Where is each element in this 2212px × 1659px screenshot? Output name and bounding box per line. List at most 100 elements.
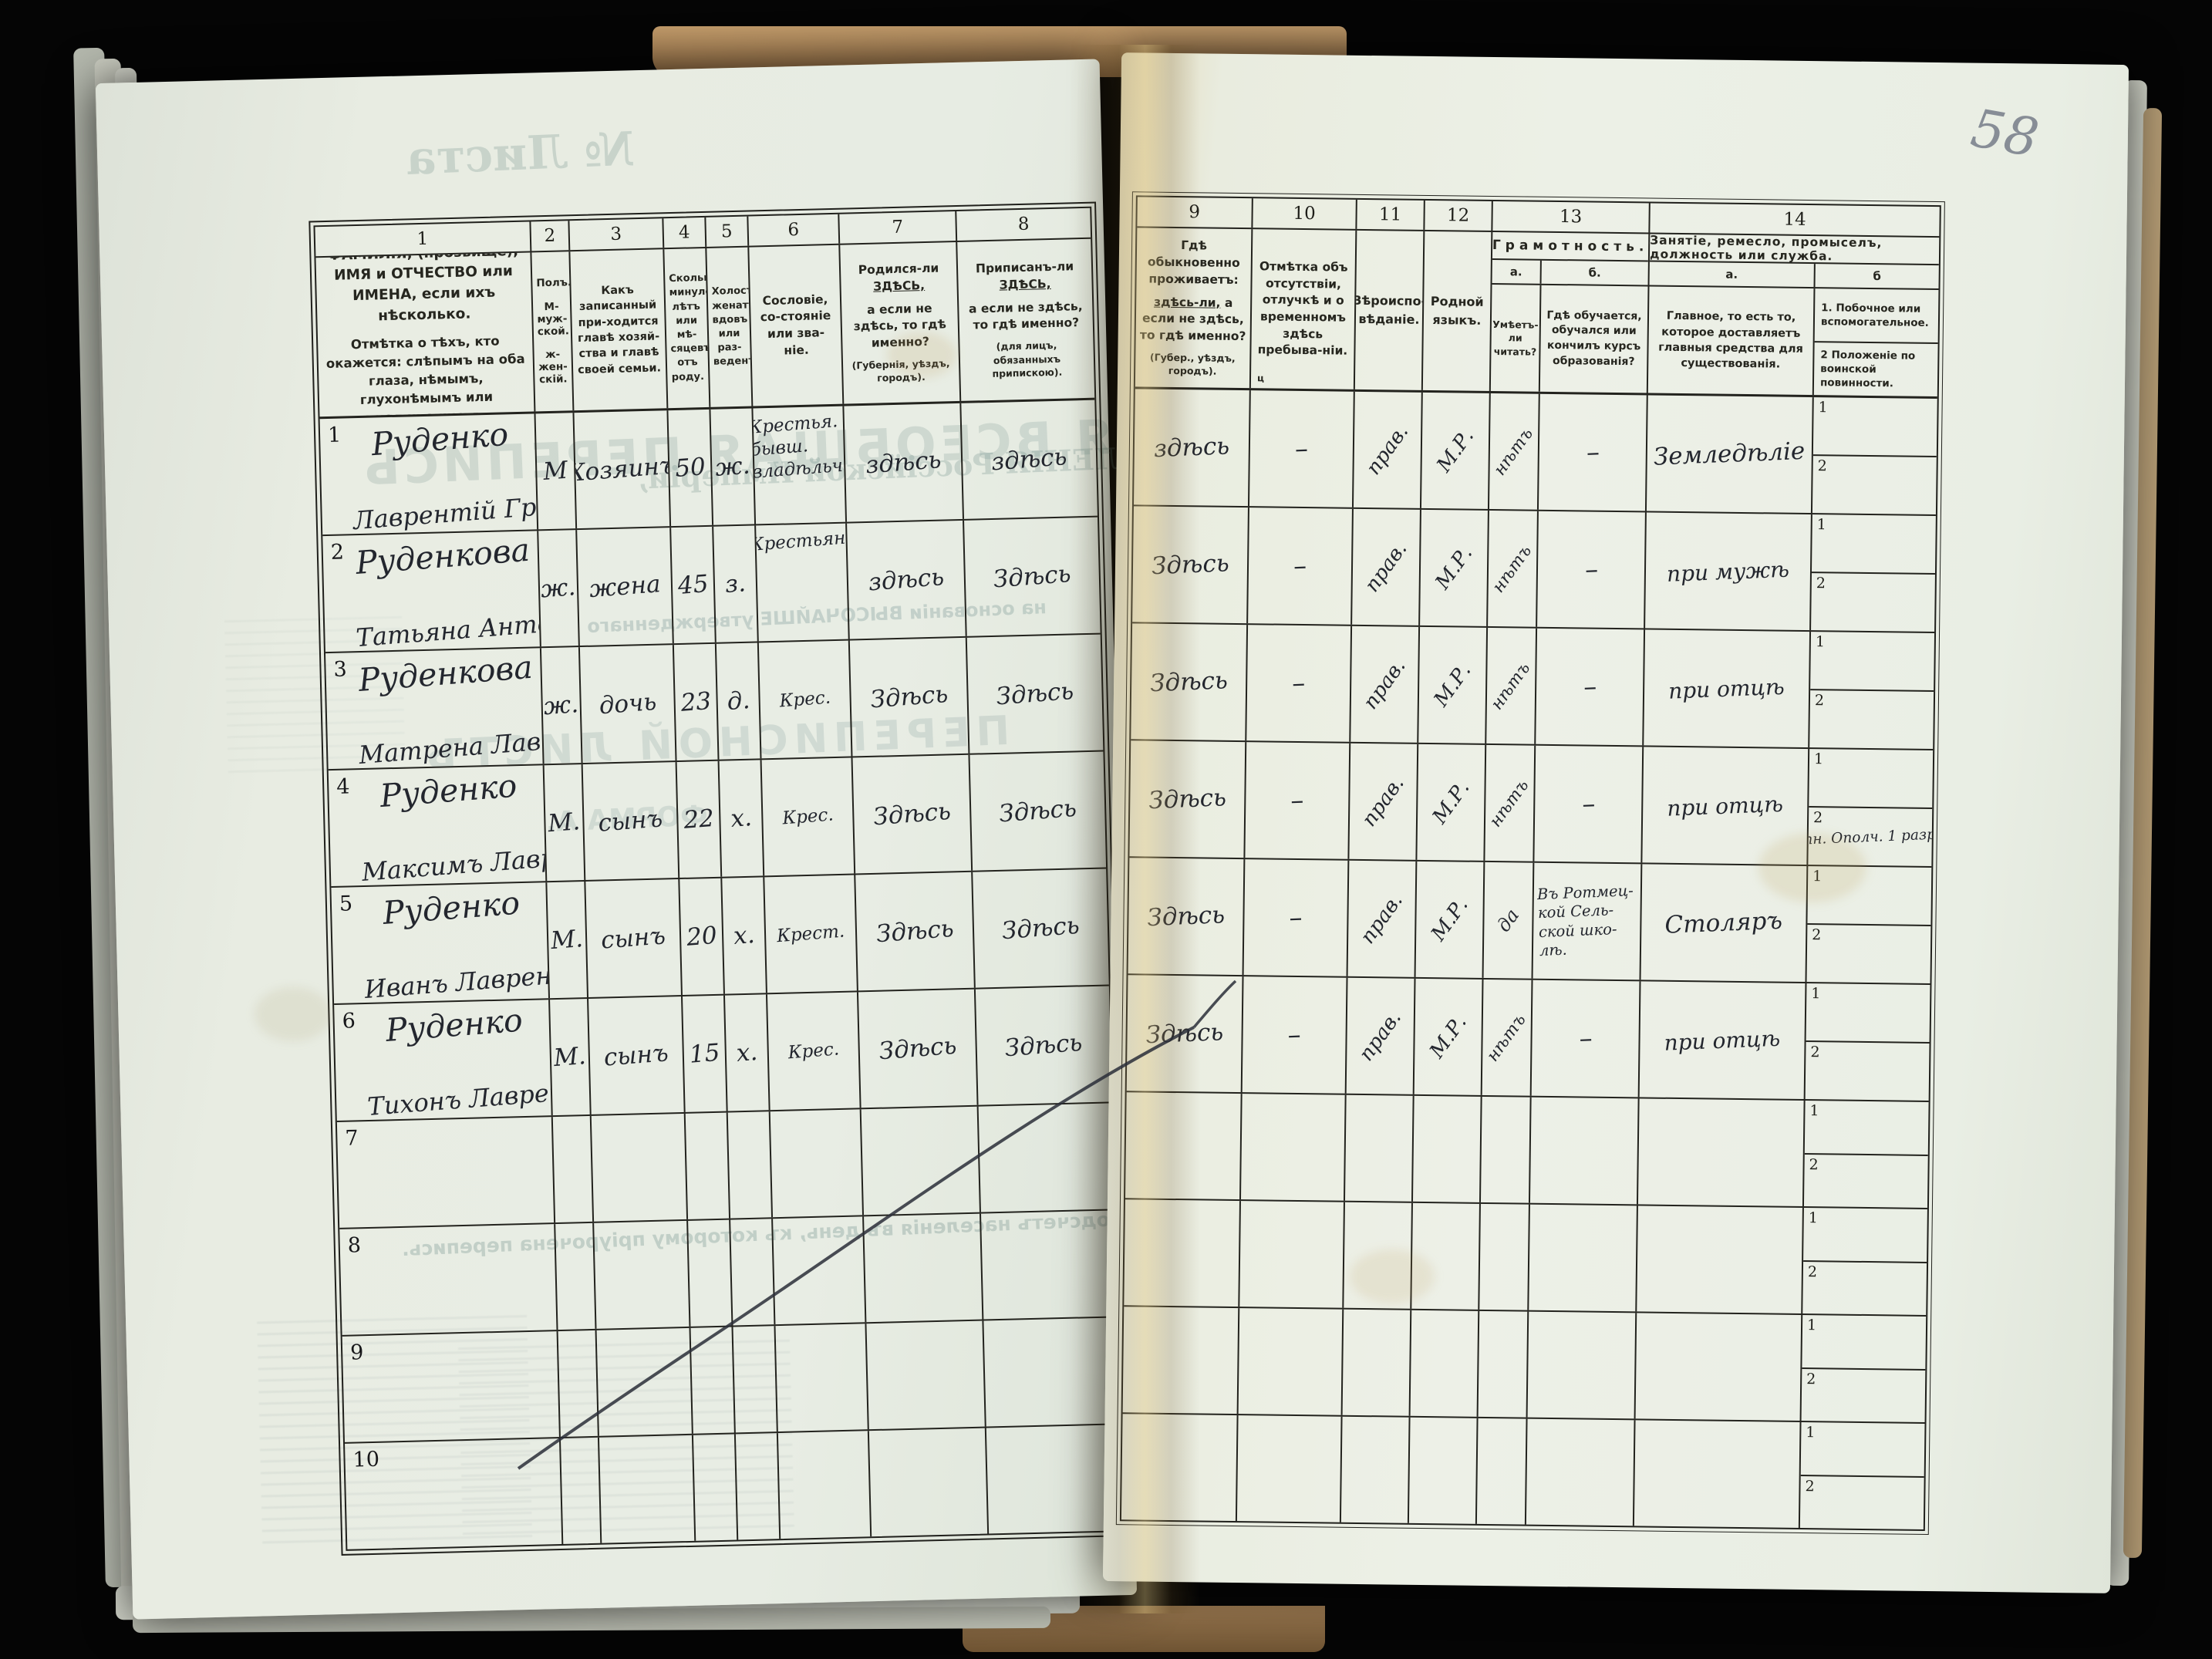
col-number: 2 <box>531 221 571 251</box>
census-table-left: 1 2 3 4 5 6 7 8 ФАМИЛІЯ, (прозвище), ИМЯ… <box>309 201 1129 1556</box>
header-marital-column: Холостъ, женатъ, вдовъ или раз-веденъ. <box>706 247 754 407</box>
occupation-main: при мужѣ <box>1666 556 1790 587</box>
residence: Здѣсь <box>1151 549 1230 581</box>
census-row: 5 Руденко Иванъ Лаврентіевъ М. сынъ 20 х. … <box>331 868 1109 1006</box>
row-number: 2 <box>330 540 345 565</box>
marital-status: х. <box>729 804 753 834</box>
residence: Здѣсь <box>1149 666 1229 698</box>
col-number: 7 <box>839 211 958 244</box>
census-table-right: 9 10 11 12 13 14 Гдѣ обыкновенно прожива… <box>1115 191 1945 1536</box>
col-number: 11 <box>1357 199 1425 230</box>
absence-mark: – <box>1290 784 1305 817</box>
sex: М <box>542 456 569 486</box>
absence-mark: – <box>1286 1019 1302 1051</box>
header-language-column: Родной языкъ. <box>1422 231 1493 391</box>
estate: Крест. <box>776 921 845 946</box>
header-residence-column: Гдѣ обыкновенно проживаетъ: здѣсь-ли, а … <box>1135 228 1253 389</box>
residence: здѣсь <box>1153 432 1230 464</box>
census-row: Здѣсь – прав. М.Р. нѣтъ – при отцѣ 1 2 ра… <box>1129 740 1934 868</box>
census-row-empty: 7 <box>336 1103 1114 1229</box>
registration: Здѣсь <box>1003 1028 1084 1063</box>
native-language: М.Р. <box>1426 893 1473 946</box>
col-number: 1 <box>315 221 532 257</box>
religion: прав. <box>1356 889 1408 949</box>
surname: Руденко <box>384 1001 524 1049</box>
bleedthrough-sheet-no: № Листа <box>404 122 636 186</box>
literacy: да <box>1492 905 1524 936</box>
school: – <box>1583 554 1599 585</box>
marital-status: х. <box>732 920 756 950</box>
row-number: 5 <box>339 892 353 916</box>
native-language: М.Р. <box>1429 659 1476 711</box>
registration: Здѣсь <box>1000 911 1081 946</box>
registration: здѣсь <box>990 443 1068 477</box>
marital-status: х. <box>735 1037 759 1067</box>
census-row: Здѣсь – прав. М.Р. да Въ Ротмец-кой Сель… <box>1128 858 1932 985</box>
census-row: 2 Руденкова Татьяна Антонов. ж. жена 45 з.… <box>322 517 1101 654</box>
row-number: 6 <box>342 1009 356 1034</box>
birthplace: здѣсь <box>864 446 942 480</box>
header-row: ФАМИЛІЯ, (прозвище), ИМЯ и ОТЧЕСТВО или … <box>315 238 1095 420</box>
sex: М. <box>550 925 585 956</box>
left-page: № Листа ПЕРВАЯ ВСЕОБЩАЯ ПЕРЕПИСЬ НАСЕЛЕН… <box>95 59 1314 1620</box>
relation: сынъ <box>600 922 667 955</box>
estate: Крес. <box>787 1038 840 1063</box>
col-number: 8 <box>1017 214 1030 235</box>
header-sex-column: Полъ. М-муж-ской. ж-жен-скій. <box>531 251 575 412</box>
col-number: 10 <box>1253 198 1357 229</box>
header-row: Гдѣ обыкновенно проживаетъ: здѣсь-ли, а … <box>1135 228 1940 400</box>
school: – <box>1578 1023 1593 1054</box>
header-registration-column: Приписанъ-ли ЗДѢСЬ, а если не здѣсь, то … <box>968 259 1083 380</box>
census-row: Здѣсь – прав. М.Р. нѣтъ – при отцѣ 1 2 <box>1131 623 1935 751</box>
row-number: 7 <box>345 1126 359 1151</box>
relation: жена <box>588 570 662 604</box>
birthplace: Здѣсь <box>869 679 949 714</box>
registration: Здѣсь <box>998 794 1078 828</box>
occupation-main: Земледѣліе <box>1653 437 1806 471</box>
religion: прав. <box>1361 420 1414 480</box>
row-number: 1 <box>327 423 342 447</box>
col-number: 3 <box>569 218 665 251</box>
census-row-empty: 9 <box>342 1317 1120 1444</box>
col-number: 5 <box>706 216 750 247</box>
birthplace: здѣсь <box>867 563 946 597</box>
school: – <box>1582 671 1597 703</box>
relation: Хозяинъ <box>574 451 672 487</box>
relation: сынъ <box>602 1039 669 1072</box>
pencil-folio-number: 58 <box>1966 98 2043 170</box>
header-absence-column: Отмѣтка объ отсутствіи, отлучкѣ и о врем… <box>1250 229 1357 389</box>
age: 50 <box>673 453 706 483</box>
surname: Руденко <box>378 767 518 815</box>
native-language: М.Р. <box>1425 1010 1472 1063</box>
marital-status: д. <box>726 686 751 717</box>
header-religion-column: Вѣроиспо-вѣданіе. <box>1354 230 1425 390</box>
sex: ж. <box>542 690 580 721</box>
marital-status: ж. <box>713 451 751 482</box>
right-page: 9 10 11 12 13 14 Гдѣ обыкновенно прожива… <box>1102 52 2129 1593</box>
given-names: Тихонъ Лаврентіевъ <box>366 1071 553 1121</box>
age: 20 <box>685 921 718 952</box>
header-age-column: Сколько минуло лѣтъ или мѣ-сяцевъ отъ ро… <box>664 248 711 409</box>
birthplace: Здѣсь <box>878 1031 958 1066</box>
census-row: 6 Руденко Тихонъ Лаврентіевъ М. сынъ 15 х.… <box>334 986 1112 1122</box>
birthplace: Здѣсь <box>872 797 952 831</box>
census-row: 3 Руденкова Матрена Лаврентіев. ж. дочь 23… <box>325 634 1104 771</box>
header-estate-column: Сословіе, со-стояніе или зва-ніе. <box>749 244 845 406</box>
age: 15 <box>688 1038 721 1069</box>
absence-mark: – <box>1294 433 1309 465</box>
sex: ж. <box>540 573 577 604</box>
age: 22 <box>682 804 715 835</box>
literacy: нѣтъ <box>1487 658 1535 713</box>
religion: прав. <box>1358 655 1411 714</box>
census-row: 4 Руденко Максимъ Лаврентіев. М. сынъ 22 х… <box>328 751 1107 889</box>
col-number: 14 <box>1783 209 1806 230</box>
col-number: 12 <box>1425 200 1493 231</box>
estate: Крестья. бывш. владѣльч. <box>753 411 848 483</box>
estate: Крес. <box>778 687 831 712</box>
birthplace: Здѣсь <box>875 914 955 949</box>
school: – <box>1585 437 1600 468</box>
estate: Крес. <box>781 804 835 829</box>
age: 45 <box>676 570 710 600</box>
